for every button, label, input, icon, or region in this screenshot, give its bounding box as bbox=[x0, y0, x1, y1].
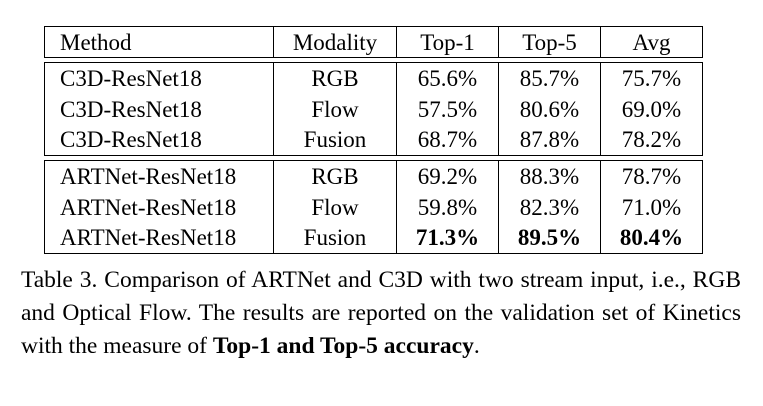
cell-top1: 57.5% bbox=[396, 93, 499, 125]
table-row: ARTNet-ResNet18 RGB 69.2% 88.3% 78.7% bbox=[44, 160, 703, 192]
caption-text: Table 3. Comparison of ARTNet and C3D wi… bbox=[21, 267, 741, 359]
cell-top1-best: 71.3% bbox=[396, 222, 499, 254]
table-caption: Table 3. Comparison of ARTNet and C3D wi… bbox=[21, 264, 741, 363]
table-row: C3D-ResNet18 Fusion 68.7% 87.8% 78.2% bbox=[44, 124, 703, 156]
cell-modality: Flow bbox=[273, 93, 397, 125]
table-row: ARTNet-ResNet18 Fusion 71.3% 89.5% 80.4% bbox=[44, 222, 703, 254]
cell-method: C3D-ResNet18 bbox=[44, 124, 274, 156]
cell-modality: Fusion bbox=[273, 222, 397, 254]
cell-method: C3D-ResNet18 bbox=[44, 62, 274, 94]
cell-top1: 59.8% bbox=[396, 191, 499, 223]
cell-method: ARTNet-ResNet18 bbox=[44, 160, 274, 192]
cell-top1: 65.6% bbox=[396, 62, 499, 94]
table-row: C3D-ResNet18 RGB 65.6% 85.7% 75.7% bbox=[44, 62, 703, 94]
caption-end: . bbox=[473, 333, 480, 359]
caption-bold: Top-1 and Top-5 accuracy bbox=[212, 333, 474, 359]
cell-top5: 80.6% bbox=[498, 93, 601, 125]
header-modality: Modality bbox=[273, 26, 397, 58]
cell-modality: RGB bbox=[273, 62, 397, 94]
cell-avg-best: 80.4% bbox=[600, 222, 703, 254]
cell-avg: 71.0% bbox=[600, 191, 703, 223]
cell-avg: 78.7% bbox=[600, 160, 703, 192]
cell-top5-best: 89.5% bbox=[498, 222, 601, 254]
cell-avg: 78.2% bbox=[600, 124, 703, 156]
cell-top5: 82.3% bbox=[498, 191, 601, 223]
cell-top5: 87.8% bbox=[498, 124, 601, 156]
results-table: Method Modality Top-1 Top-5 Avg C3D-ResN… bbox=[44, 26, 703, 254]
cell-top1: 69.2% bbox=[396, 160, 499, 192]
cell-modality: Fusion bbox=[273, 124, 397, 156]
cell-method: C3D-ResNet18 bbox=[44, 93, 274, 125]
cell-method: ARTNet-ResNet18 bbox=[44, 191, 274, 223]
cell-modality: Flow bbox=[273, 191, 397, 223]
cell-avg: 69.0% bbox=[600, 93, 703, 125]
table-row: C3D-ResNet18 Flow 57.5% 80.6% 69.0% bbox=[44, 93, 703, 125]
cell-top5: 85.7% bbox=[498, 62, 601, 94]
cell-top5: 88.3% bbox=[498, 160, 601, 192]
header-avg: Avg bbox=[600, 26, 703, 58]
table-header-row: Method Modality Top-1 Top-5 Avg bbox=[44, 26, 703, 58]
header-top5: Top-5 bbox=[498, 26, 601, 58]
cell-top1: 68.7% bbox=[396, 124, 499, 156]
cell-avg: 75.7% bbox=[600, 62, 703, 94]
header-method: Method bbox=[44, 26, 274, 58]
table-row: ARTNet-ResNet18 Flow 59.8% 82.3% 71.0% bbox=[44, 191, 703, 223]
cell-modality: RGB bbox=[273, 160, 397, 192]
cell-method: ARTNet-ResNet18 bbox=[44, 222, 274, 254]
header-top1: Top-1 bbox=[396, 26, 499, 58]
